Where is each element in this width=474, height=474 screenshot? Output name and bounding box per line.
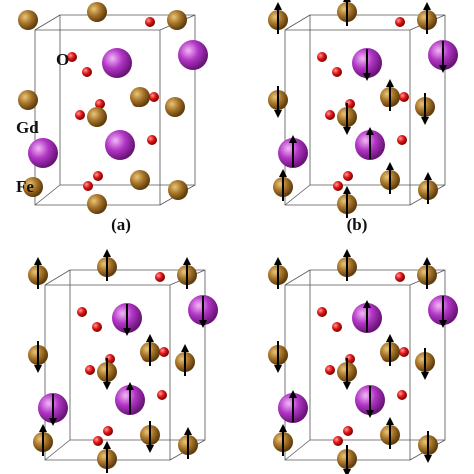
oxygen-atom [93,436,103,446]
gadolinium-atom [105,130,135,160]
oxygen-atom [77,307,87,317]
iron-atom [18,90,38,110]
structure-panel [18,2,208,214]
iron-atom [18,10,38,30]
oxygen-atom [325,110,335,120]
label-o: O [56,50,69,69]
oxygen-atom [159,347,169,357]
iron-atom [87,107,107,127]
oxygen-atom [397,135,407,145]
oxygen-atom [317,52,327,62]
gadolinium-atom [102,48,132,78]
oxygen-atom [75,110,85,120]
oxygen-atom [395,272,405,282]
label-fe: Fe [16,177,34,196]
gadolinium-atom [178,40,208,70]
oxygen-atom [332,67,342,77]
oxygen-atom [149,92,159,102]
iron-atom [165,97,185,117]
oxygen-atom [82,67,92,77]
oxygen-atom [332,322,342,332]
oxygen-atom [103,426,113,436]
oxygen-atom [399,347,409,357]
oxygen-atom [145,17,155,27]
iron-atom [167,10,187,30]
oxygen-atom [399,92,409,102]
oxygen-atom [343,171,353,181]
oxygen-atom [67,52,77,62]
oxygen-atom [333,436,343,446]
panel-label-a: (a) [111,215,131,234]
structures [18,0,458,474]
iron-atom [130,87,150,107]
panel-label-b: (b) [347,215,368,234]
iron-atom [168,180,188,200]
oxygen-atom [93,171,103,181]
oxygen-atom [397,390,407,400]
oxygen-atom [85,365,95,375]
oxygen-atom [95,99,105,109]
oxygen-atom [325,365,335,375]
oxygen-atom [395,17,405,27]
oxygen-atom [83,181,93,191]
oxygen-atom [317,307,327,317]
oxygen-atom [147,135,157,145]
iron-atom [87,194,107,214]
oxygen-atom [333,181,343,191]
label-gd: Gd [16,118,39,137]
iron-atom [130,170,150,190]
oxygen-atom [92,322,102,332]
gadolinium-atom [28,138,58,168]
structure-panel [28,249,218,473]
oxygen-atom [343,426,353,436]
structure-panel [268,249,458,474]
oxygen-atom [157,390,167,400]
iron-atom [87,2,107,22]
iron-atom [23,177,43,197]
structure-panel [268,0,458,218]
oxygen-atom [155,272,165,282]
